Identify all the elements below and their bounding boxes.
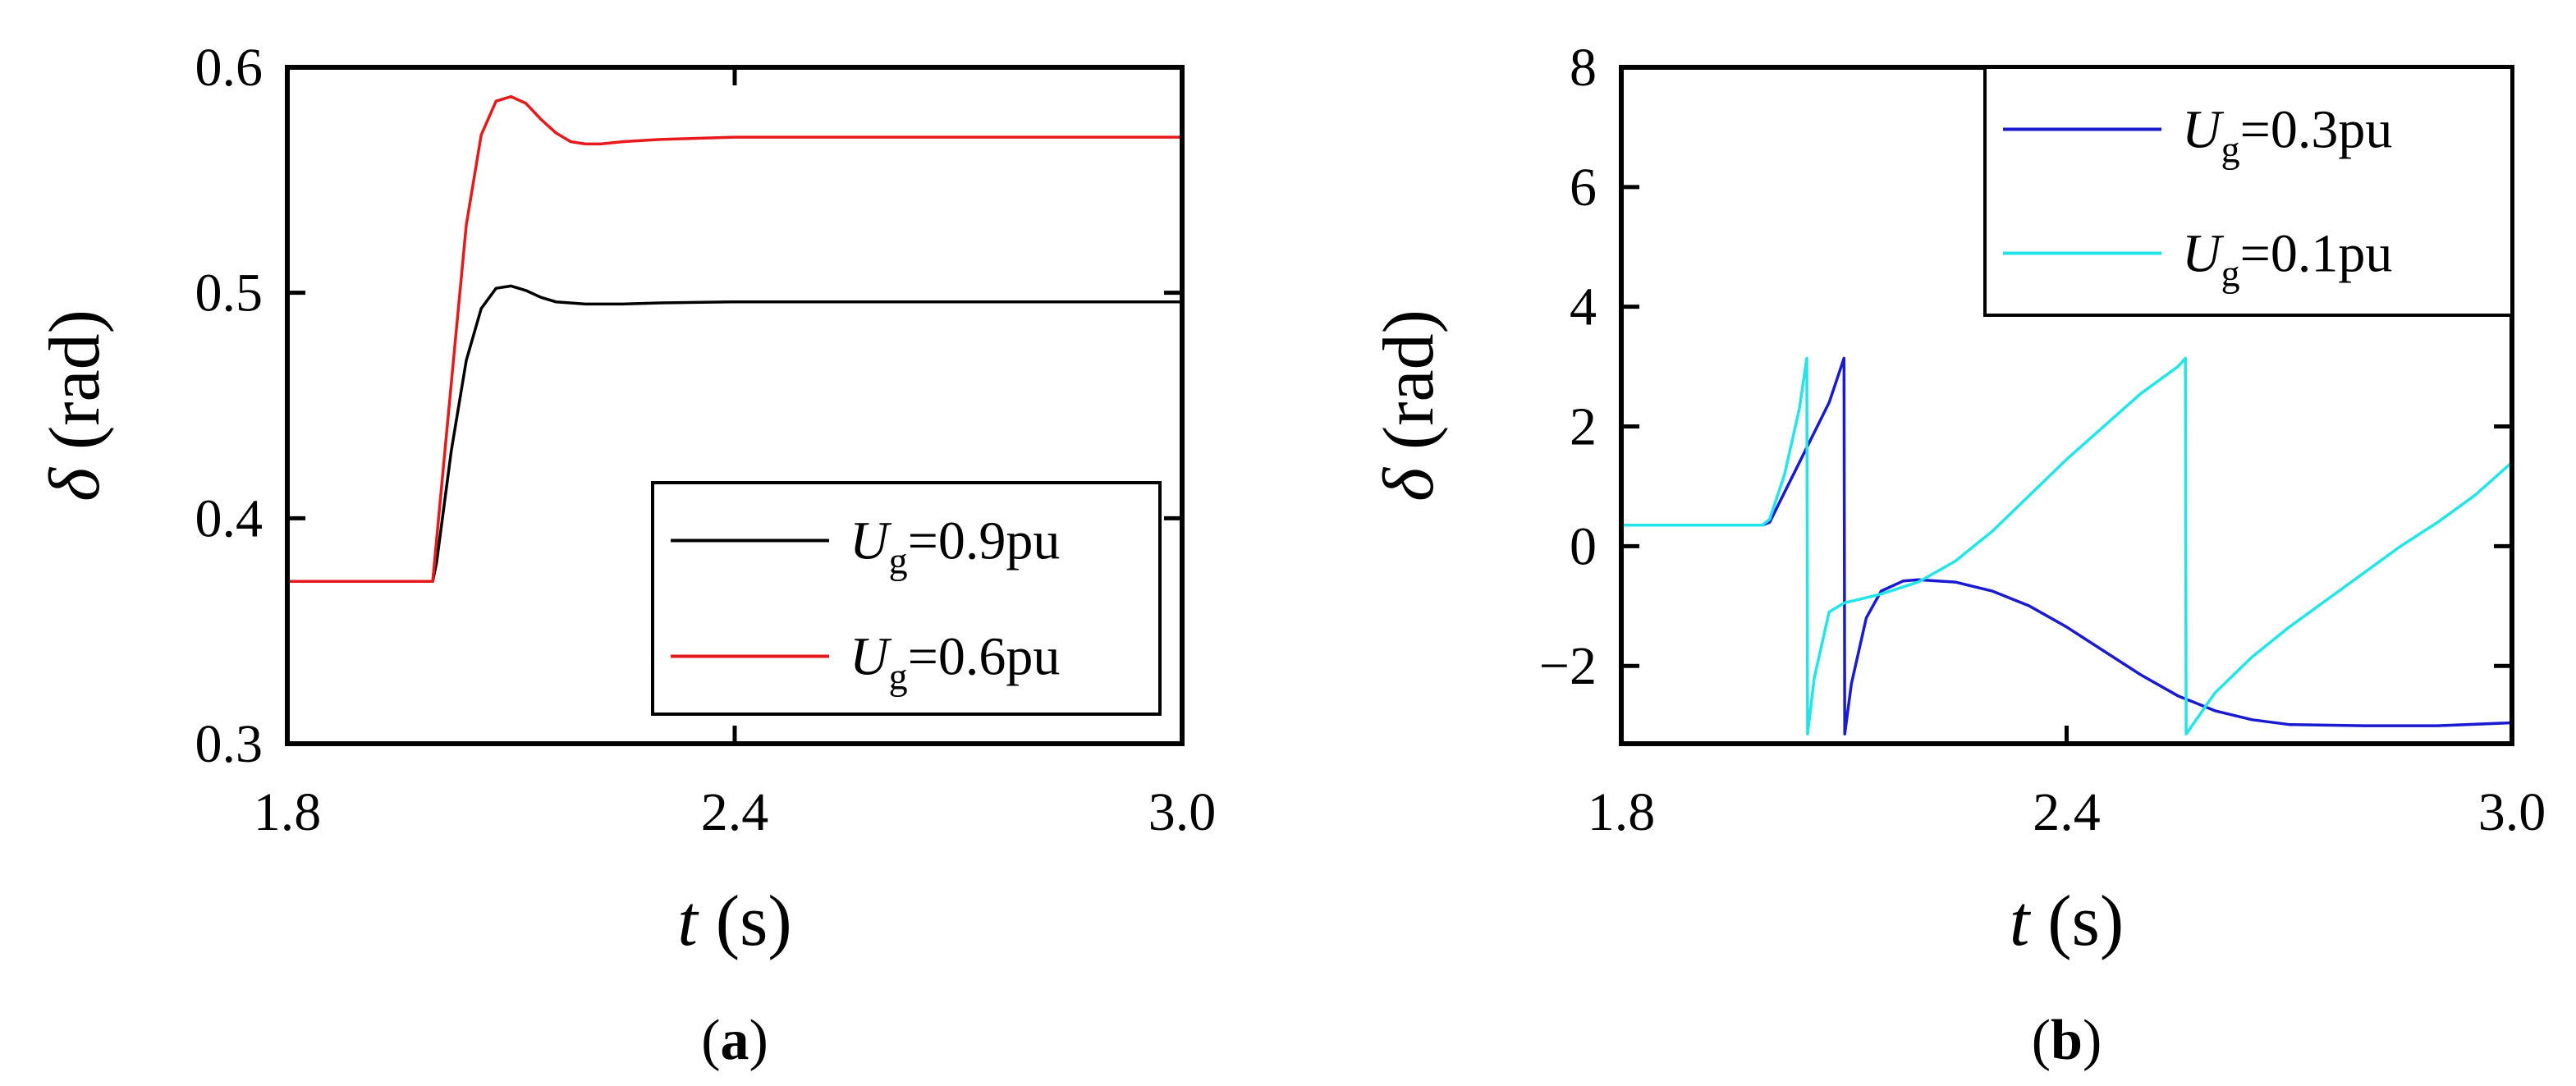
y-tick-label: 0: [1570, 516, 1597, 576]
legend-subscript: g: [2221, 129, 2240, 171]
y-tick-label: −2: [1539, 636, 1597, 696]
y-axis-title: δ (rad): [35, 309, 115, 502]
x-axis-unit: (s): [2029, 882, 2124, 961]
x-axis-unit: (s): [698, 882, 792, 961]
x-tick-label: 1.8: [254, 782, 322, 842]
y-axis-var: δ: [35, 466, 115, 502]
y-axis-title: δ (rad): [1369, 309, 1449, 502]
x-tick-label: 2.4: [2033, 782, 2101, 842]
chart-panel-a: 1.8 2.4 3.00.30.40.50.6t (s)δ (rad)Ug=0.9p…: [35, 38, 1216, 1072]
series-line-2: [1621, 356, 2512, 736]
legend-subscript: g: [889, 656, 908, 698]
legend-value: =0.3pu: [2240, 100, 2393, 160]
legend-var: U: [2182, 224, 2225, 284]
x-axis-var: t: [677, 882, 699, 961]
legend-label: Ug=0.3pu: [2182, 100, 2392, 171]
x-axis-title: t (s): [677, 882, 791, 961]
x-tick-label: 3.0: [2478, 782, 2546, 842]
y-axis-var: δ: [1369, 466, 1449, 502]
legend-box: [1983, 66, 2514, 317]
y-tick-label: 0.4: [195, 488, 264, 548]
legend-value: =0.9pu: [908, 511, 1061, 571]
panel-label: (a): [701, 1009, 768, 1072]
y-tick-label: 4: [1570, 277, 1597, 337]
series-line-1: [287, 284, 1182, 583]
series-line-1: [1621, 356, 2512, 736]
legend-var: U: [850, 511, 892, 571]
y-tick-label: 6: [1570, 158, 1597, 218]
legend-var: U: [2182, 100, 2225, 160]
panel-label: (b): [2032, 1009, 2102, 1072]
x-axis-var: t: [2010, 882, 2032, 961]
y-axis-unit: (rad): [1369, 309, 1449, 468]
x-axis-title: t (s): [2010, 882, 2124, 961]
series-line-2: [287, 94, 1182, 583]
legend-subscript: g: [2221, 253, 2240, 295]
y-tick-label: 2: [1570, 397, 1597, 457]
y-tick-label: 0.5: [195, 263, 264, 323]
legend-var: U: [850, 627, 892, 687]
x-tick-label: 2.4: [701, 782, 769, 842]
x-tick-label: 1.8: [1588, 782, 1656, 842]
legend-label: Ug=0.9pu: [850, 511, 1060, 582]
y-tick-label: 0.3: [195, 714, 264, 774]
legend-box: [651, 481, 1162, 716]
legend-subscript: g: [889, 540, 908, 582]
legend-value: =0.6pu: [908, 627, 1061, 687]
y-tick-label: 0.6: [195, 38, 264, 98]
y-tick-label: 8: [1570, 38, 1597, 98]
x-tick-label: 3.0: [1148, 782, 1217, 842]
legend-value: =0.1pu: [2240, 224, 2393, 284]
legend-label: Ug=0.6pu: [850, 627, 1060, 698]
y-axis-unit: (rad): [35, 309, 115, 468]
legend-label: Ug=0.1pu: [2182, 224, 2392, 295]
